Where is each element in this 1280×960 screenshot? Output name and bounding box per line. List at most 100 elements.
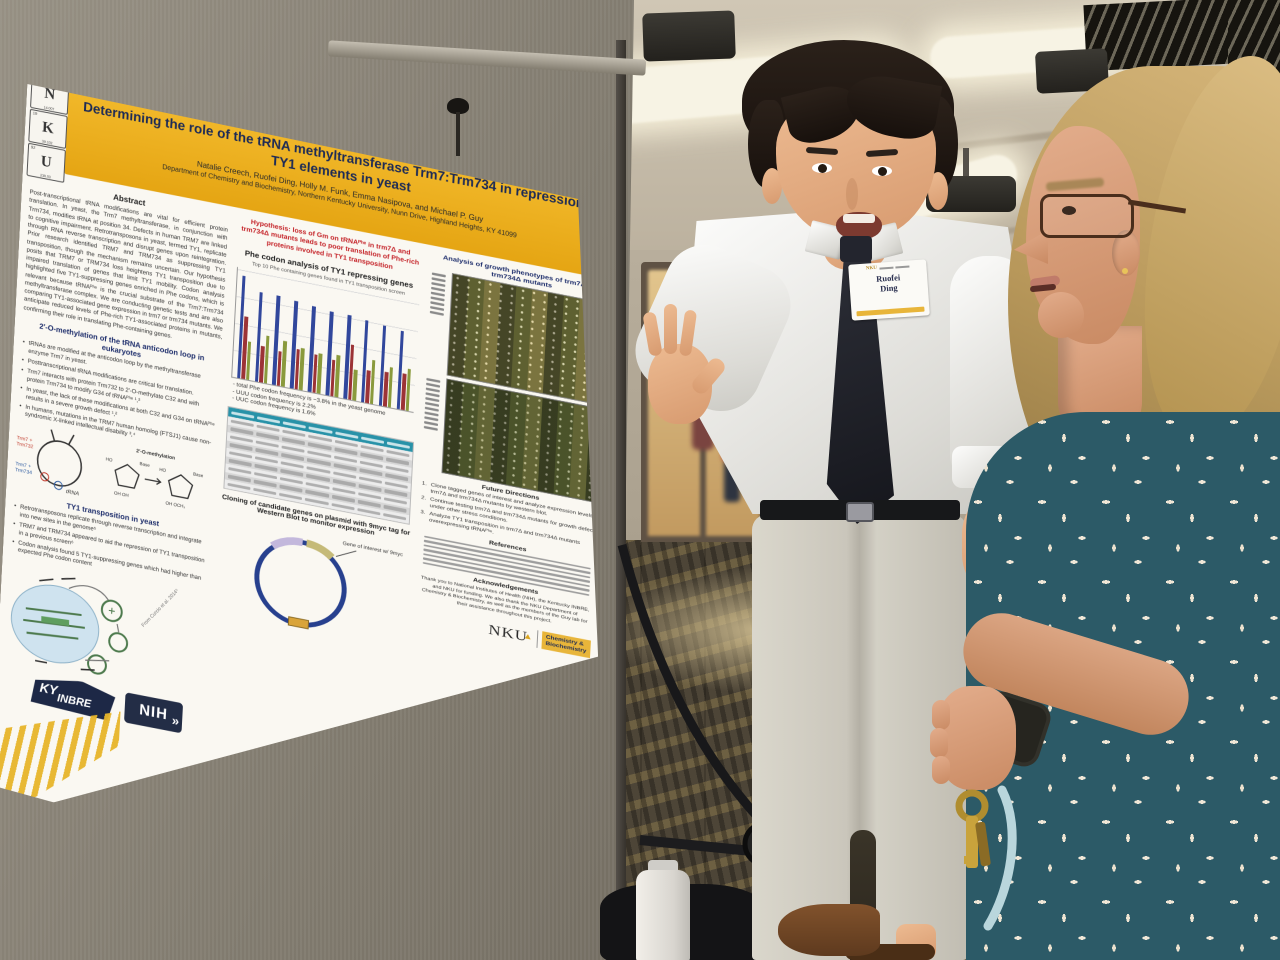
bar — [352, 369, 357, 401]
illegible-text-line — [425, 397, 439, 402]
bar — [264, 336, 270, 384]
illegible-text-line — [426, 392, 440, 397]
ribose-methylation-diagram: 2′-O-methylation HO Base OH OH HO Base O… — [96, 437, 208, 522]
nku-department: Chemistry & Biochemistry — [541, 631, 591, 658]
poster-column-middle: Hypothesis: loss of Gm on tRNAᴾʰᵉ in trm… — [210, 213, 426, 740]
poster-column-right: Analysis of growth phenotypes of trm7Δ a… — [411, 252, 612, 708]
projector-pole — [963, 148, 969, 180]
illegible-text-line — [425, 402, 439, 407]
nku-torch-icon: ▲ — [522, 631, 533, 643]
svg-text:Trm7 +: Trm7 + — [17, 435, 33, 444]
plasmid-label: Gene of interest w/ 9myc tag — [343, 541, 405, 560]
ky-inbre-ky: KY — [39, 679, 59, 698]
ty1-caption: From Curcio et al. 2014⁵ — [140, 587, 181, 629]
table-cell — [383, 513, 406, 521]
ty1-diagram-row: From Curcio et al. 2014⁵ — [5, 556, 209, 698]
illegible-text-line — [425, 411, 439, 416]
plasmid-diagram: Gene of interest w/ 9myc tag — [220, 511, 404, 655]
svg-text:Trm7 +: Trm7 + — [15, 461, 31, 470]
trna-anticodon-diagram: Trm7 + Trm732 Trm7 + Trm734 tRNA — [14, 421, 95, 500]
poster-pin-stem — [456, 112, 460, 156]
illegible-text-line — [424, 416, 438, 421]
table-cell — [305, 498, 328, 506]
illegible-text-line — [430, 301, 444, 306]
presenter-ear — [762, 168, 782, 204]
illegible-text-line — [430, 311, 444, 316]
bar — [405, 369, 411, 412]
bar — [299, 348, 305, 391]
badge-name: Ruofei Ding — [875, 272, 901, 294]
illegible-text-line — [425, 407, 439, 412]
bar — [317, 353, 323, 394]
bar-group — [272, 275, 290, 387]
svg-text:HO: HO — [106, 456, 113, 462]
illegible-text-line — [432, 272, 446, 277]
presenter-pupil — [818, 164, 827, 173]
svg-text:2′-O-methylation: 2′-O-methylation — [136, 448, 175, 462]
nih-logo: NIH» — [124, 692, 183, 733]
svg-text:HO: HO — [159, 467, 166, 473]
presenter-teeth — [843, 214, 875, 223]
illegible-text-line — [431, 287, 445, 292]
presenter-finger — [664, 304, 677, 354]
illegible-text-line — [432, 277, 446, 282]
bar-group — [361, 293, 379, 405]
bar-group — [379, 296, 397, 408]
illegible-text-line — [424, 421, 438, 426]
woman-earring — [1122, 268, 1128, 274]
woman-glasses — [1040, 194, 1134, 238]
table-cell — [253, 488, 276, 496]
water-bottle — [636, 870, 690, 960]
illegible-text-line — [431, 296, 445, 301]
badge-stripe — [856, 306, 925, 317]
keys-and-strap — [955, 785, 1017, 931]
badge-org: NKU — [865, 265, 878, 272]
illegible-text-line — [430, 306, 444, 311]
bar — [388, 367, 394, 408]
illegible-text-line — [431, 282, 445, 287]
presenter-pupil — [878, 167, 887, 176]
illegible-text-line — [426, 387, 440, 392]
ty1-lifecycle-diagram — [5, 556, 137, 685]
table-cell — [331, 503, 354, 511]
illegible-text-line — [426, 378, 440, 383]
woman-finger — [932, 700, 950, 730]
svg-text:tRNA: tRNA — [66, 489, 80, 498]
bar — [281, 341, 287, 387]
bar-group — [290, 279, 308, 391]
presenter-nose — [846, 178, 858, 210]
table-cell — [357, 508, 380, 516]
belt-buckle — [846, 502, 874, 522]
poster-pin — [447, 98, 469, 114]
svg-text:Base: Base — [139, 461, 150, 468]
bar — [370, 360, 376, 404]
bar-group — [237, 268, 255, 380]
illegible-text-line — [424, 426, 438, 431]
svg-text:Base: Base — [193, 471, 204, 478]
panel-edge — [616, 40, 626, 960]
illegible-text-line — [431, 292, 445, 297]
bar-group — [308, 282, 326, 394]
woman-eye — [1062, 206, 1076, 215]
svg-text:Trm734: Trm734 — [15, 467, 32, 476]
nih-chevron-icon: » — [171, 711, 181, 729]
presenter-loafer — [778, 904, 880, 956]
table-cell — [228, 483, 251, 491]
presenter-ear — [928, 172, 948, 210]
woman-finger — [930, 728, 948, 758]
table-cell — [279, 493, 302, 501]
methylation-diagrams: Trm7 + Trm732 Trm7 + Trm734 tRNA 2′-O-me… — [14, 421, 216, 523]
svg-text:OH OH: OH OH — [114, 490, 129, 498]
woman-finger — [932, 756, 950, 784]
svg-text:Trm732: Trm732 — [16, 441, 33, 450]
bar-group — [396, 299, 414, 411]
logo-divider — [536, 630, 538, 648]
ky-inbre-inbre: INBRE — [56, 691, 92, 711]
bar-group — [326, 286, 344, 398]
bar — [246, 341, 251, 380]
name-badge: NKU Ruofei Ding — [848, 259, 930, 321]
bar — [334, 355, 340, 398]
illegible-text-line — [426, 383, 440, 388]
